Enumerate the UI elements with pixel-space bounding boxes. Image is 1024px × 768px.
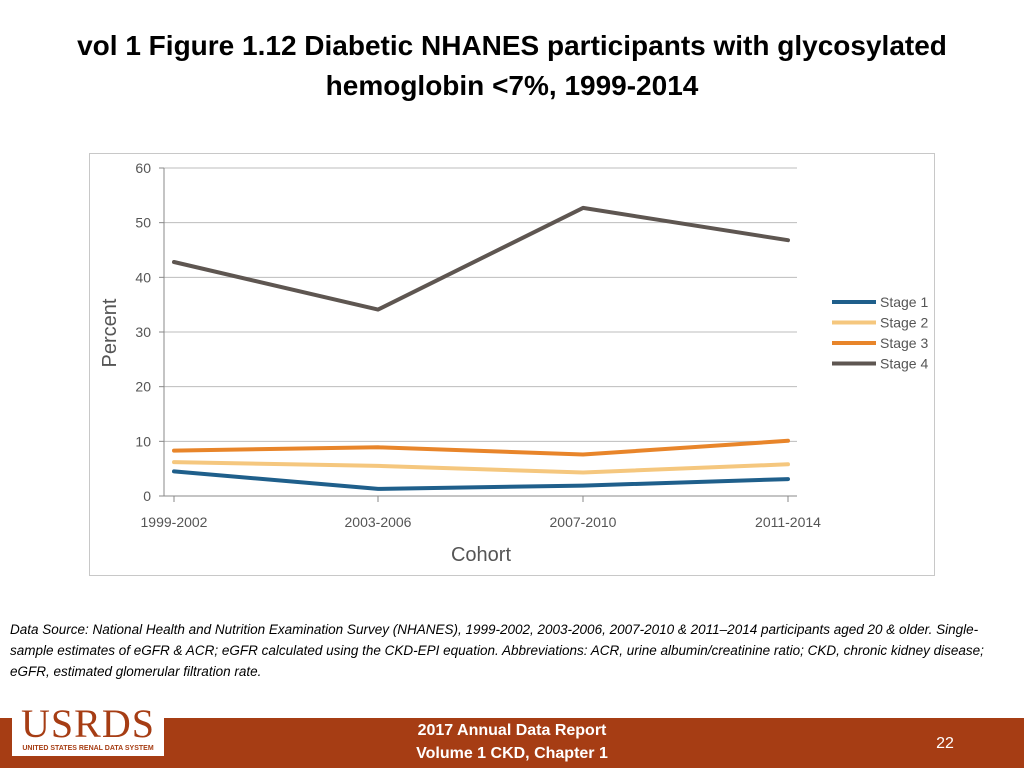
y-tick-label-20: 20 (135, 379, 151, 395)
data-point-stage-4-3 (787, 239, 789, 241)
x-tick-label-1999-2002: 1999-2002 (141, 514, 208, 530)
usrds-logo: USRDS UNITED STATES RENAL DATA SYSTEM (12, 704, 164, 756)
data-point-stage-2-0 (173, 461, 175, 463)
data-point-stage-1-2 (582, 485, 584, 487)
data-point-stage-1-0 (173, 470, 175, 472)
gridlines (164, 167, 797, 442)
y-tick-label-60: 60 (135, 160, 151, 176)
report-volume: Volume 1 CKD, Chapter 1 (416, 745, 608, 762)
x-tick-label-2003-2006: 2003-2006 (345, 514, 412, 530)
y-tick-label-50: 50 (135, 215, 151, 231)
y-tick-label-30: 30 (135, 324, 151, 340)
data-point-stage-4-1 (377, 309, 379, 311)
y-tick-label-10: 10 (135, 433, 151, 449)
data-point-stage-4-0 (173, 261, 175, 263)
data-point-stage-2-1 (377, 465, 379, 467)
x-tick-label-2007-2010: 2007-2010 (550, 514, 617, 530)
data-source-footnote: Data Source: National Health and Nutriti… (10, 622, 984, 679)
data-point-stage-1-1 (377, 488, 379, 490)
data-point-stage-2-3 (787, 463, 789, 465)
axes: 0 10 20 30 40 50 60 1999-2002 2003-2006 2007-2010… (135, 160, 821, 530)
series-lines (172, 205, 790, 491)
x-tick-label-2011-2014: 2011-2014 (755, 514, 821, 530)
y-tick-label-0: 0 (143, 488, 151, 504)
series-line-stage-2 (172, 460, 790, 475)
legend-label-stage-1: Stage 1 (880, 294, 928, 310)
data-point-stage-3-0 (173, 450, 175, 452)
legend-label-stage-2: Stage 2 (880, 315, 928, 331)
page-title: vol 1 Figure 1.12 Diabetic NHANES partic… (77, 30, 947, 101)
page-number: 22 (936, 735, 954, 752)
report-title: 2017 Annual Data Report (417, 722, 607, 739)
legend-label-stage-3: Stage 3 (880, 335, 928, 351)
series-line-stage-4 (172, 205, 790, 312)
footer-bar (0, 718, 1024, 768)
data-point-stage-3-3 (787, 440, 789, 442)
logo-text: USRDS (21, 701, 155, 746)
data-point-stage-1-3 (787, 478, 789, 480)
data-point-stage-4-2 (582, 207, 584, 209)
data-point-stage-3-2 (582, 454, 584, 455)
logo-subtext: UNITED STATES RENAL DATA SYSTEM (22, 745, 154, 752)
legend-label-stage-4: Stage 4 (880, 356, 928, 372)
series-line-stage-3 (172, 438, 790, 457)
legend: Stage 1 Stage 2 Stage 3 Stage 4 (832, 294, 928, 372)
data-point-stage-2-2 (582, 472, 584, 473)
series-line-stage-1 (172, 469, 790, 491)
y-tick-label-40: 40 (135, 269, 151, 285)
y-axis-label: Percent (99, 298, 121, 367)
x-axis-label: Cohort (451, 544, 511, 566)
chart-frame (89, 153, 935, 576)
line-chart: 0 10 20 30 40 50 60 1999-2002 2003-2006 2007-2010… (99, 160, 928, 566)
data-point-stage-3-1 (377, 446, 379, 448)
